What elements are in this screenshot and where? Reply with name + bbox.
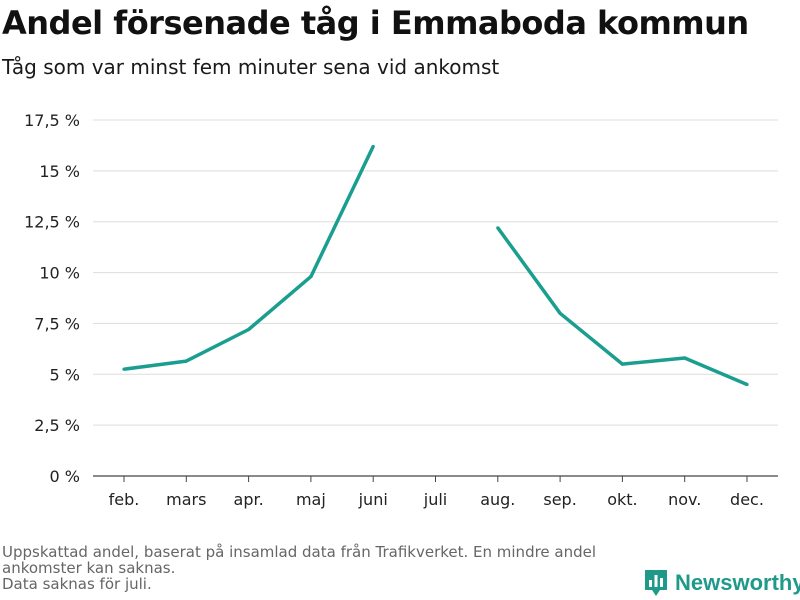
y-tick-label: 12,5 % <box>24 213 80 232</box>
x-tick-label: juli <box>423 490 447 509</box>
bar-chart-icon <box>645 570 667 596</box>
y-tick-label: 10 % <box>39 264 80 283</box>
x-tick-label: feb. <box>109 490 140 509</box>
newsworthy-logo: Newsworthy <box>643 566 800 600</box>
chart-title: Andel försenade tåg i Emmaboda kommun <box>2 4 749 42</box>
data-point <box>309 275 313 279</box>
line-chart: 0 % 2,5 % 5 % 7,5 % 10 % 12,5 % 15 % 17,5 % feb… <box>24 111 778 509</box>
axes <box>93 475 778 482</box>
brand-name: Newsworthy <box>675 570 800 595</box>
y-tick-label: 2,5 % <box>34 416 80 435</box>
y-tick-labels: 0 % 2,5 % 5 % 7,5 % 10 % 12,5 % 15 % 17,5 % <box>24 111 80 486</box>
gridlines <box>93 119 778 426</box>
data-point <box>122 367 126 371</box>
series-line-segment <box>496 226 748 387</box>
x-tick-label: aug. <box>480 490 515 509</box>
footnote-missing-data: Data saknas för juli. <box>2 575 152 593</box>
data-point <box>371 144 375 149</box>
x-tick-label: nov. <box>668 490 701 509</box>
data-point <box>247 327 251 332</box>
footnote-source: Uppskattad andel, baserat på insamlad da… <box>2 543 597 577</box>
x-tick-label: mars <box>166 490 206 509</box>
y-tick-label: 7,5 % <box>34 314 80 333</box>
data-point <box>184 359 188 363</box>
y-tick-label: 5 % <box>50 365 80 384</box>
data-point <box>745 382 749 387</box>
x-tick-label: apr. <box>234 490 264 509</box>
x-tick-label: juni <box>358 490 388 509</box>
y-tick-label: 17,5 % <box>24 111 80 130</box>
series-line <box>122 144 749 387</box>
series-line-segment <box>123 145 375 371</box>
y-tick-label: 15 % <box>39 162 80 181</box>
x-tick-labels: feb. mars apr. maj juni juli aug. sep. okt. nov. d… <box>109 490 764 509</box>
data-point <box>558 311 562 315</box>
data-point <box>496 226 500 230</box>
x-tick-label: okt. <box>607 490 637 509</box>
y-tick-label: 0 % <box>50 467 80 486</box>
x-tick-label: maj <box>296 490 326 509</box>
chart-subtitle: Tåg som var minst fem minuter sena vid a… <box>2 55 500 79</box>
x-tick-label: sep. <box>543 490 576 509</box>
x-tick-label: dec. <box>730 490 764 509</box>
data-point <box>683 356 687 360</box>
footnote: Uppskattad andel, baserat på insamlad da… <box>2 544 642 592</box>
data-point <box>620 362 625 366</box>
